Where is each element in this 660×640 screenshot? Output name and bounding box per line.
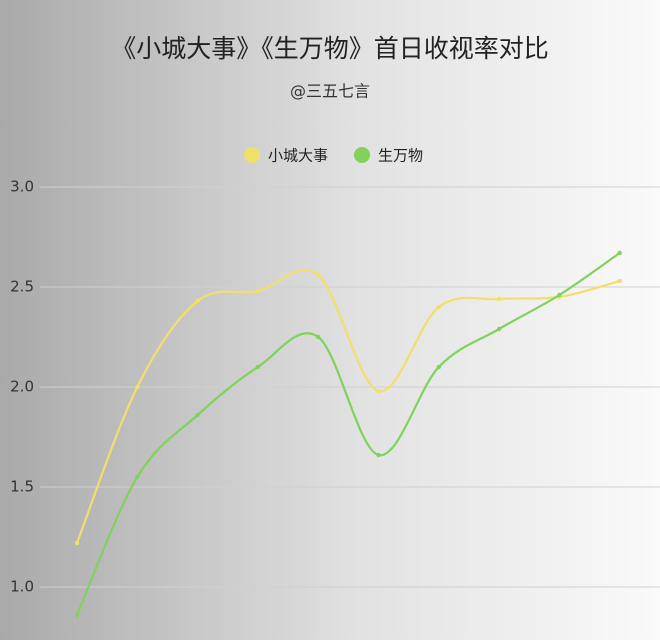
data-point bbox=[74, 540, 80, 546]
chart-subtitle: @三五七言 bbox=[290, 82, 370, 101]
data-point bbox=[316, 334, 321, 340]
data-point bbox=[316, 272, 321, 278]
legend-label: 生万物 bbox=[378, 147, 423, 165]
data-point bbox=[496, 296, 502, 302]
y-tick-label: 2.5 bbox=[10, 278, 34, 296]
data-point bbox=[376, 452, 381, 458]
data-point bbox=[135, 474, 140, 480]
data-point bbox=[255, 364, 261, 370]
series-line bbox=[75, 268, 620, 544]
y-tick-label: 1.0 bbox=[10, 578, 34, 596]
legend-swatch bbox=[354, 147, 371, 163]
data-point bbox=[496, 326, 502, 332]
y-tick-label: 2.0 bbox=[10, 378, 34, 396]
data-point bbox=[617, 250, 622, 256]
data-point bbox=[436, 304, 441, 310]
data-point bbox=[135, 384, 140, 390]
data-point bbox=[74, 612, 80, 618]
data-point bbox=[617, 278, 622, 284]
data-point bbox=[195, 298, 200, 304]
series-line bbox=[75, 252, 621, 616]
data-point bbox=[436, 364, 441, 370]
legend-swatch bbox=[244, 147, 260, 163]
chart-title: 《小城大事》《生万物》首日收视率对比 bbox=[111, 34, 549, 63]
data-point bbox=[557, 292, 562, 298]
y-tick-label: 3.0 bbox=[10, 178, 34, 196]
data-point bbox=[376, 388, 381, 394]
data-point bbox=[255, 288, 261, 294]
data-point bbox=[195, 412, 200, 418]
legend-label: 小城大事 bbox=[268, 147, 328, 165]
y-tick-label: 1.5 bbox=[10, 478, 34, 496]
